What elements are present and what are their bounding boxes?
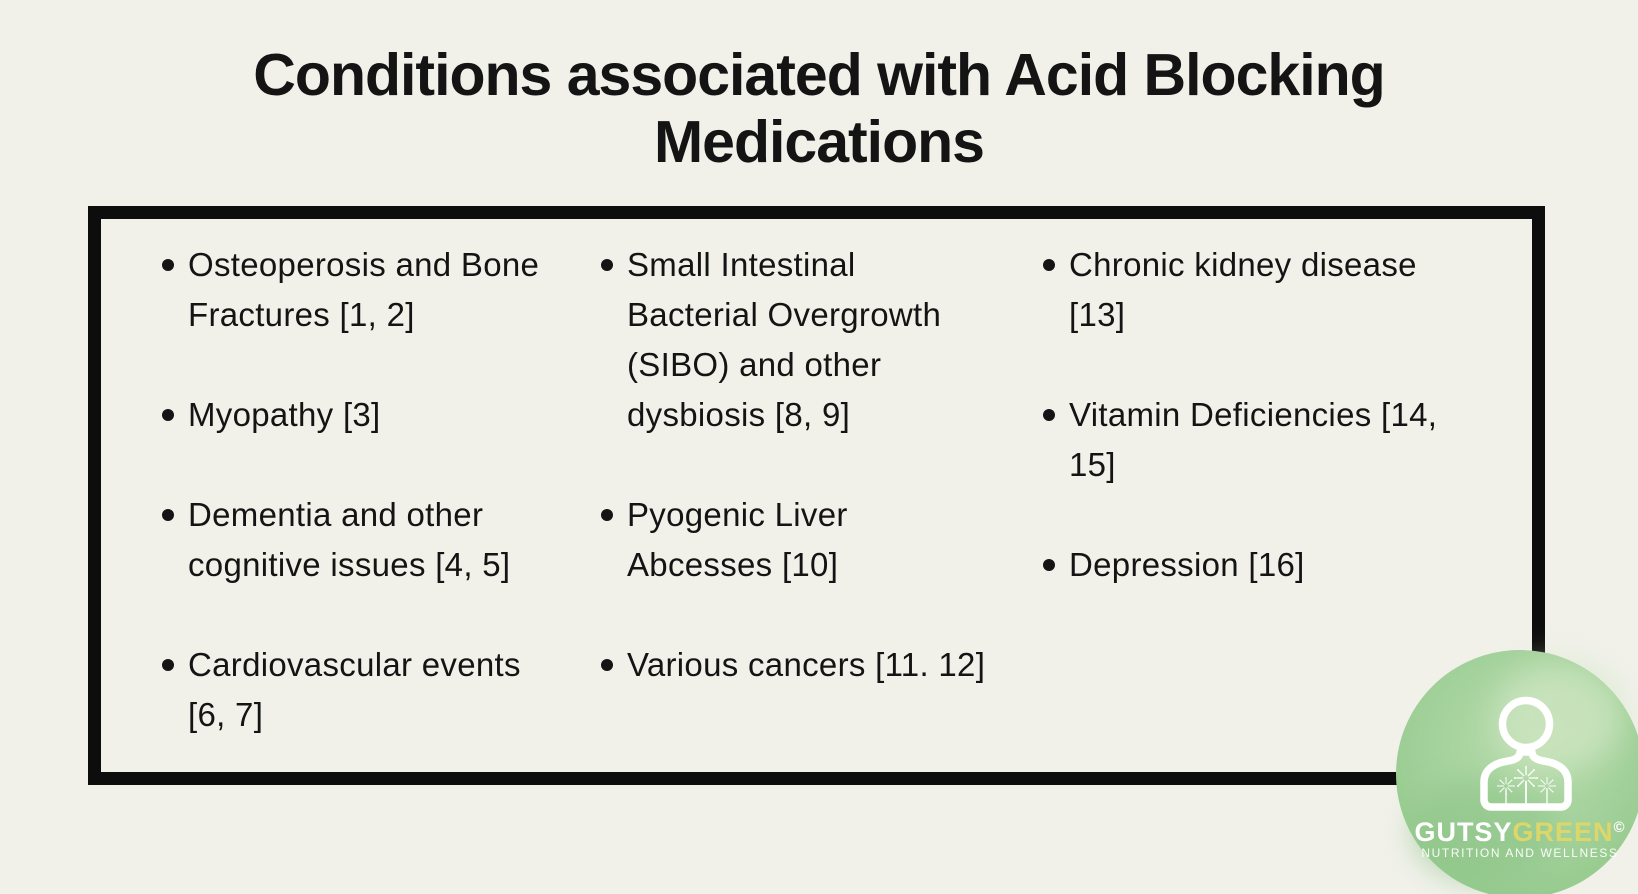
gutsy-green-logo: GUTSYGREEN© NUTRITION AND WELLNESS [1396,650,1638,894]
brand-wordmark: GUTSYGREEN© [1396,814,1638,846]
dandelion-icon [1496,776,1516,805]
brand-tagline: NUTRITION AND WELLNESS [1421,846,1619,860]
list-item-text: Cardiovascular events [6, 7] [188,646,521,733]
column-2: Small Intestinal Bacterial Overgrowth (S… [601,240,1043,790]
page-title: Conditions associated with Acid Blocking… [253,42,1385,175]
list-item: Pyogenic Liver Abcesses [10] [601,490,1043,590]
bullet-icon [601,259,613,271]
list-item-text: Osteoperosis and Bone Fractures [1, 2] [188,246,540,333]
bullet-icon [1043,409,1055,421]
list-item: Various cancers [11. 12] [601,640,1043,690]
list-item-text: Chronic kidney disease [13] [1069,246,1417,333]
column-1: Osteoperosis and Bone Fractures [1, 2] M… [162,240,601,790]
list-item-text: Pyogenic Liver Abcesses [10] [627,496,848,583]
list-item: Osteoperosis and Bone Fractures [1, 2] [162,240,601,340]
bullet-icon [162,259,174,271]
bullet-icon [1043,259,1055,271]
bullet-icon [162,409,174,421]
bullet-icon [1043,559,1055,571]
list-item: Myopathy [3] [162,390,601,440]
list-item-text: Depression [16] [1069,546,1305,583]
bullet-icon [162,509,174,521]
columns-container: Osteoperosis and Bone Fractures [1, 2] M… [101,219,1532,790]
list-item: Cardiovascular events [6, 7] [162,640,601,740]
brand-gutsy: GUTSY [1414,817,1513,847]
list-item: Dementia and other cognitive issues [4, … [162,490,601,590]
list-item: Small Intestinal Bacterial Overgrowth (S… [601,240,1043,440]
list-item-text: Small Intestinal Bacterial Overgrowth (S… [627,246,942,433]
column-3: Chronic kidney disease [13] Vitamin Defi… [1043,240,1524,790]
content-box: Osteoperosis and Bone Fractures [1, 2] M… [88,206,1545,785]
brand-green: GREEN [1512,817,1614,847]
bullet-icon [162,659,174,671]
list-item: Vitamin Deficiencies [14, 15] [1043,390,1524,490]
bullet-icon [601,509,613,521]
list-item: Depression [16] [1043,540,1524,590]
dandelion-icon [1512,764,1540,804]
list-item-text: Myopathy [3] [188,396,381,433]
copyright-symbol: © [1613,819,1626,836]
dandelion-icon [1537,776,1557,805]
list-item-text: Dementia and other cognitive issues [4, … [188,496,511,583]
list-item-text: Vitamin Deficiencies [14, 15] [1069,396,1438,483]
bullet-icon [601,659,613,671]
person-icon [1480,696,1572,811]
list-item-text: Various cancers [11. 12] [627,646,986,683]
list-item: Chronic kidney disease [13] [1043,240,1524,340]
